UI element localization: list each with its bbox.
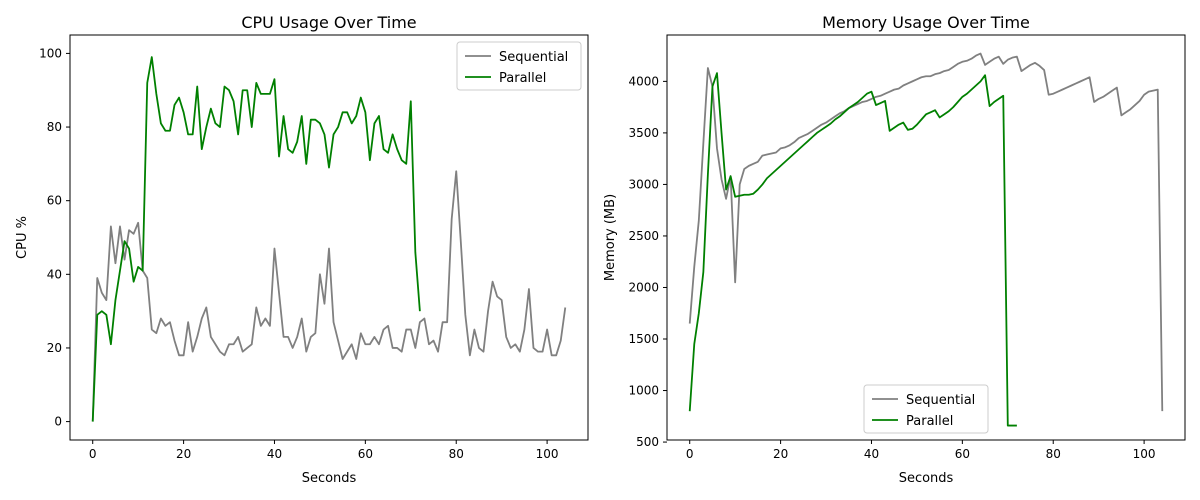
legend-label-sequential: Sequential bbox=[499, 50, 568, 65]
legend: Sequential Parallel bbox=[863, 384, 989, 434]
x-tick-label: 100 bbox=[1133, 447, 1156, 461]
y-tick-label: 40 bbox=[47, 267, 62, 281]
legend-label-parallel: Parallel bbox=[499, 71, 546, 86]
y-tick-label: 2000 bbox=[628, 280, 659, 294]
x-tick-label: 40 bbox=[864, 447, 879, 461]
legend-label-parallel: Parallel bbox=[906, 414, 953, 429]
chart-title: Memory Usage Over Time bbox=[822, 13, 1030, 32]
legend-label-sequential: Sequential bbox=[906, 393, 975, 408]
x-tick-label: 40 bbox=[267, 447, 282, 461]
memory-usage-chart: Memory Usage Over Time Seconds Memory (MB)… bbox=[603, 13, 1186, 486]
x-tick-label: 0 bbox=[89, 447, 97, 461]
y-tick-label: 1000 bbox=[628, 384, 659, 398]
y-tick-label: 60 bbox=[47, 194, 62, 208]
x-tick-label: 80 bbox=[449, 447, 464, 461]
series-line-parallel bbox=[91, 56, 421, 422]
y-axis-label: Memory (MB) bbox=[603, 194, 618, 281]
y-axis-label: CPU % bbox=[15, 216, 30, 259]
y-tick-label: 1500 bbox=[628, 332, 659, 346]
x-tick-label: 80 bbox=[1046, 447, 1061, 461]
y-tick-label: 80 bbox=[47, 120, 62, 134]
x-tick-label: 100 bbox=[536, 447, 559, 461]
y-tick-label: 3500 bbox=[628, 126, 659, 140]
x-tick-label: 20 bbox=[176, 447, 191, 461]
y-tick-label: 20 bbox=[47, 341, 62, 355]
plot-frame bbox=[69, 34, 589, 441]
chart-title: CPU Usage Over Time bbox=[241, 13, 416, 32]
x-tick-label: 60 bbox=[955, 447, 970, 461]
x-tick-label: 0 bbox=[686, 447, 694, 461]
x-axis-label: Seconds bbox=[302, 471, 357, 486]
legend-box bbox=[863, 384, 989, 434]
legend-box bbox=[456, 41, 582, 91]
x-axis-label: Seconds bbox=[899, 471, 954, 486]
y-tick-label: 3000 bbox=[628, 177, 659, 191]
x-tick-label: 20 bbox=[773, 447, 788, 461]
y-tick-label: 100 bbox=[39, 46, 62, 60]
y-tick-label: 0 bbox=[54, 415, 62, 429]
y-tick-label: 4000 bbox=[628, 74, 659, 88]
series-line-sequential bbox=[688, 52, 1164, 412]
x-tick-label: 60 bbox=[358, 447, 373, 461]
series-line-parallel bbox=[688, 72, 1017, 427]
series-line-sequential bbox=[91, 170, 567, 422]
y-tick-label: 2500 bbox=[628, 229, 659, 243]
y-tick-label: 500 bbox=[636, 435, 659, 449]
legend: Sequential Parallel bbox=[456, 41, 582, 91]
plot-frame bbox=[666, 34, 1186, 441]
cpu-usage-chart: CPU Usage Over Time Seconds CPU % 0 20 40 60 80… bbox=[15, 13, 589, 486]
